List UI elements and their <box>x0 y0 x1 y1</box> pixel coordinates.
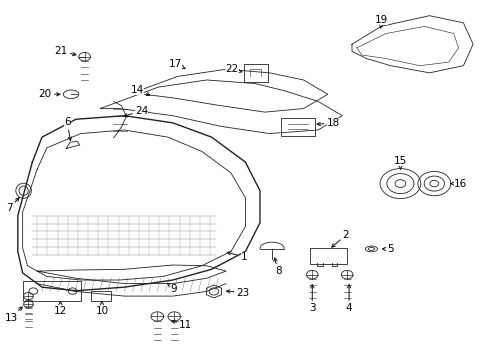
Text: 23: 23 <box>226 288 249 297</box>
Text: 12: 12 <box>54 301 67 316</box>
Text: 14: 14 <box>130 85 149 95</box>
Text: 4: 4 <box>345 285 352 313</box>
Text: 21: 21 <box>54 46 76 57</box>
Text: 11: 11 <box>171 320 192 330</box>
Text: 3: 3 <box>308 285 315 313</box>
Text: 7: 7 <box>6 198 19 213</box>
Text: 10: 10 <box>96 301 109 316</box>
Text: 19: 19 <box>374 15 387 28</box>
Text: 18: 18 <box>316 118 339 128</box>
Text: 24: 24 <box>124 106 148 117</box>
Text: 20: 20 <box>39 89 60 99</box>
Text: 13: 13 <box>4 307 22 323</box>
Text: 9: 9 <box>167 284 177 294</box>
Text: 1: 1 <box>227 252 247 262</box>
Text: 5: 5 <box>382 244 393 254</box>
Text: 17: 17 <box>169 59 185 69</box>
Text: 22: 22 <box>225 64 242 74</box>
Text: 16: 16 <box>450 179 466 189</box>
Text: 15: 15 <box>393 157 406 169</box>
Text: 8: 8 <box>273 258 281 276</box>
Text: 2: 2 <box>331 230 348 247</box>
Text: 6: 6 <box>64 117 71 140</box>
